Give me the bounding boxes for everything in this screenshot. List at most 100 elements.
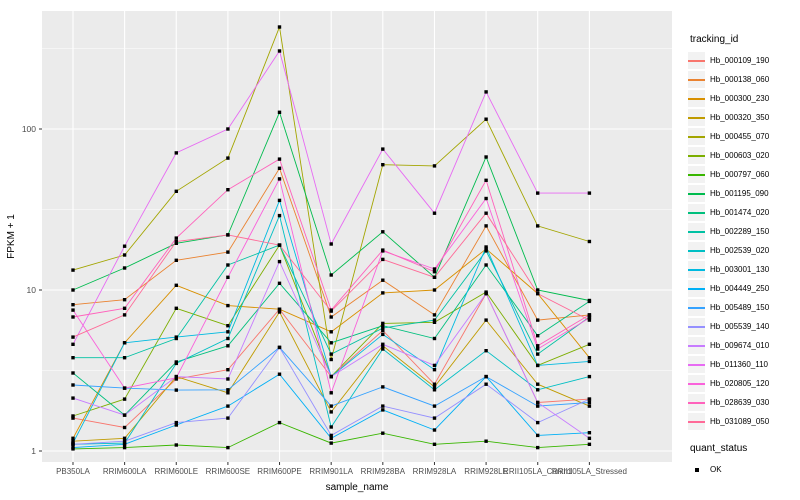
legend-item-Hb_000320_350: Hb_000320_350 — [688, 108, 798, 127]
data-point — [226, 324, 230, 328]
data-point — [381, 347, 385, 351]
data-point — [432, 318, 437, 322]
data-point — [71, 342, 75, 346]
data-point — [536, 388, 540, 392]
data-point — [277, 281, 282, 285]
data-point — [174, 443, 178, 447]
legend-item-label: Hb_020805_120 — [710, 379, 770, 388]
data-point — [329, 357, 333, 362]
data-point — [329, 425, 333, 429]
data-point — [381, 324, 385, 328]
data-point — [174, 423, 178, 427]
data-point — [329, 352, 333, 356]
data-point — [484, 245, 488, 249]
legend-item-label: Hb_000603_020 — [710, 151, 770, 160]
data-point — [587, 359, 592, 364]
data-point — [122, 341, 127, 345]
data-point — [329, 433, 333, 438]
data-point — [536, 224, 540, 228]
legend-line-icon — [688, 192, 705, 195]
legend-item-label: Hb_031089_050 — [710, 417, 770, 426]
data-point — [122, 313, 127, 317]
legend-item-label: Hb_000797_060 — [710, 170, 770, 179]
data-point — [484, 155, 488, 159]
x-tick-label: RRIM901LA — [309, 467, 353, 476]
legend-key-swatch — [688, 280, 705, 297]
data-point — [329, 436, 333, 440]
legend-key-swatch — [688, 71, 705, 88]
plot-panel — [42, 11, 672, 462]
legend-item-Hb_000138_060: Hb_000138_060 — [688, 70, 798, 89]
data-point — [536, 347, 540, 351]
data-point — [381, 385, 385, 389]
legend-line-icon — [688, 173, 705, 176]
data-point — [226, 127, 230, 131]
data-point — [277, 25, 282, 29]
data-point — [226, 344, 230, 348]
legend-item-Hb_009674_010: Hb_009674_010 — [688, 336, 798, 355]
data-point — [277, 198, 282, 203]
data-point — [122, 442, 127, 446]
data-point — [226, 336, 230, 341]
data-point — [71, 439, 75, 443]
data-point — [536, 191, 540, 195]
legend-item-label: Hb_003001_130 — [710, 265, 770, 274]
data-point — [484, 224, 488, 228]
legend-key-swatch — [688, 185, 705, 202]
legend-line-icon — [688, 420, 705, 423]
data-point — [71, 356, 75, 360]
data-point — [174, 239, 178, 244]
data-point — [277, 157, 282, 161]
data-point — [484, 318, 488, 322]
data-point — [536, 404, 540, 408]
legend-item-label: Hb_001474_020 — [710, 208, 770, 217]
data-point — [329, 273, 333, 277]
data-point — [381, 291, 385, 295]
legend-line-icon — [688, 325, 705, 328]
data-point — [432, 313, 437, 317]
legend-title-tracking-id: tracking_id — [690, 34, 739, 45]
data-point — [226, 233, 230, 237]
data-point — [484, 178, 488, 182]
legend-item-label: Hb_000300_230 — [710, 94, 770, 103]
data-point — [432, 164, 437, 168]
data-point — [432, 382, 437, 386]
quant-status-items: OK — [688, 460, 798, 479]
legend-item-Hb_002289_150: Hb_002289_150 — [688, 222, 798, 241]
data-point — [71, 335, 75, 339]
legend-key-swatch — [688, 128, 705, 145]
data-point — [226, 377, 230, 381]
data-point — [174, 306, 178, 310]
data-point — [587, 356, 592, 360]
legend-key-swatch — [688, 204, 705, 221]
data-point — [587, 436, 592, 440]
y-tick-label: 1 — [31, 446, 36, 456]
data-point — [484, 382, 488, 386]
quant-status-block: quant_status OK — [688, 443, 798, 479]
x-tick-label: PB350LA — [56, 467, 90, 476]
data-point — [226, 445, 230, 450]
legend-item-label: Hb_000138_060 — [710, 75, 770, 84]
data-point — [381, 408, 385, 412]
legend-item-Hb_011360_110: Hb_011360_110 — [688, 355, 798, 374]
legend-item-label: Hb_028639_030 — [710, 398, 770, 407]
legend-line-icon — [688, 401, 705, 404]
data-point — [432, 288, 437, 292]
data-point — [381, 404, 385, 408]
data-point — [432, 385, 437, 389]
data-point — [484, 117, 488, 121]
data-point — [226, 330, 230, 334]
data-point — [587, 313, 592, 317]
data-point — [432, 388, 437, 392]
x-tick-label: RRIM600LA — [103, 467, 147, 476]
data-point — [432, 428, 437, 432]
data-point — [329, 404, 333, 408]
data-point — [226, 404, 230, 408]
legend-line-icon — [688, 154, 705, 157]
legend-item-Hb_002539_020: Hb_002539_020 — [688, 241, 798, 260]
legend-item-label: Hb_000109_190 — [710, 56, 770, 65]
data-point — [71, 396, 75, 400]
x-tick-label: RRIM928LA — [413, 467, 457, 476]
data-point — [432, 275, 437, 279]
data-point — [432, 404, 437, 408]
